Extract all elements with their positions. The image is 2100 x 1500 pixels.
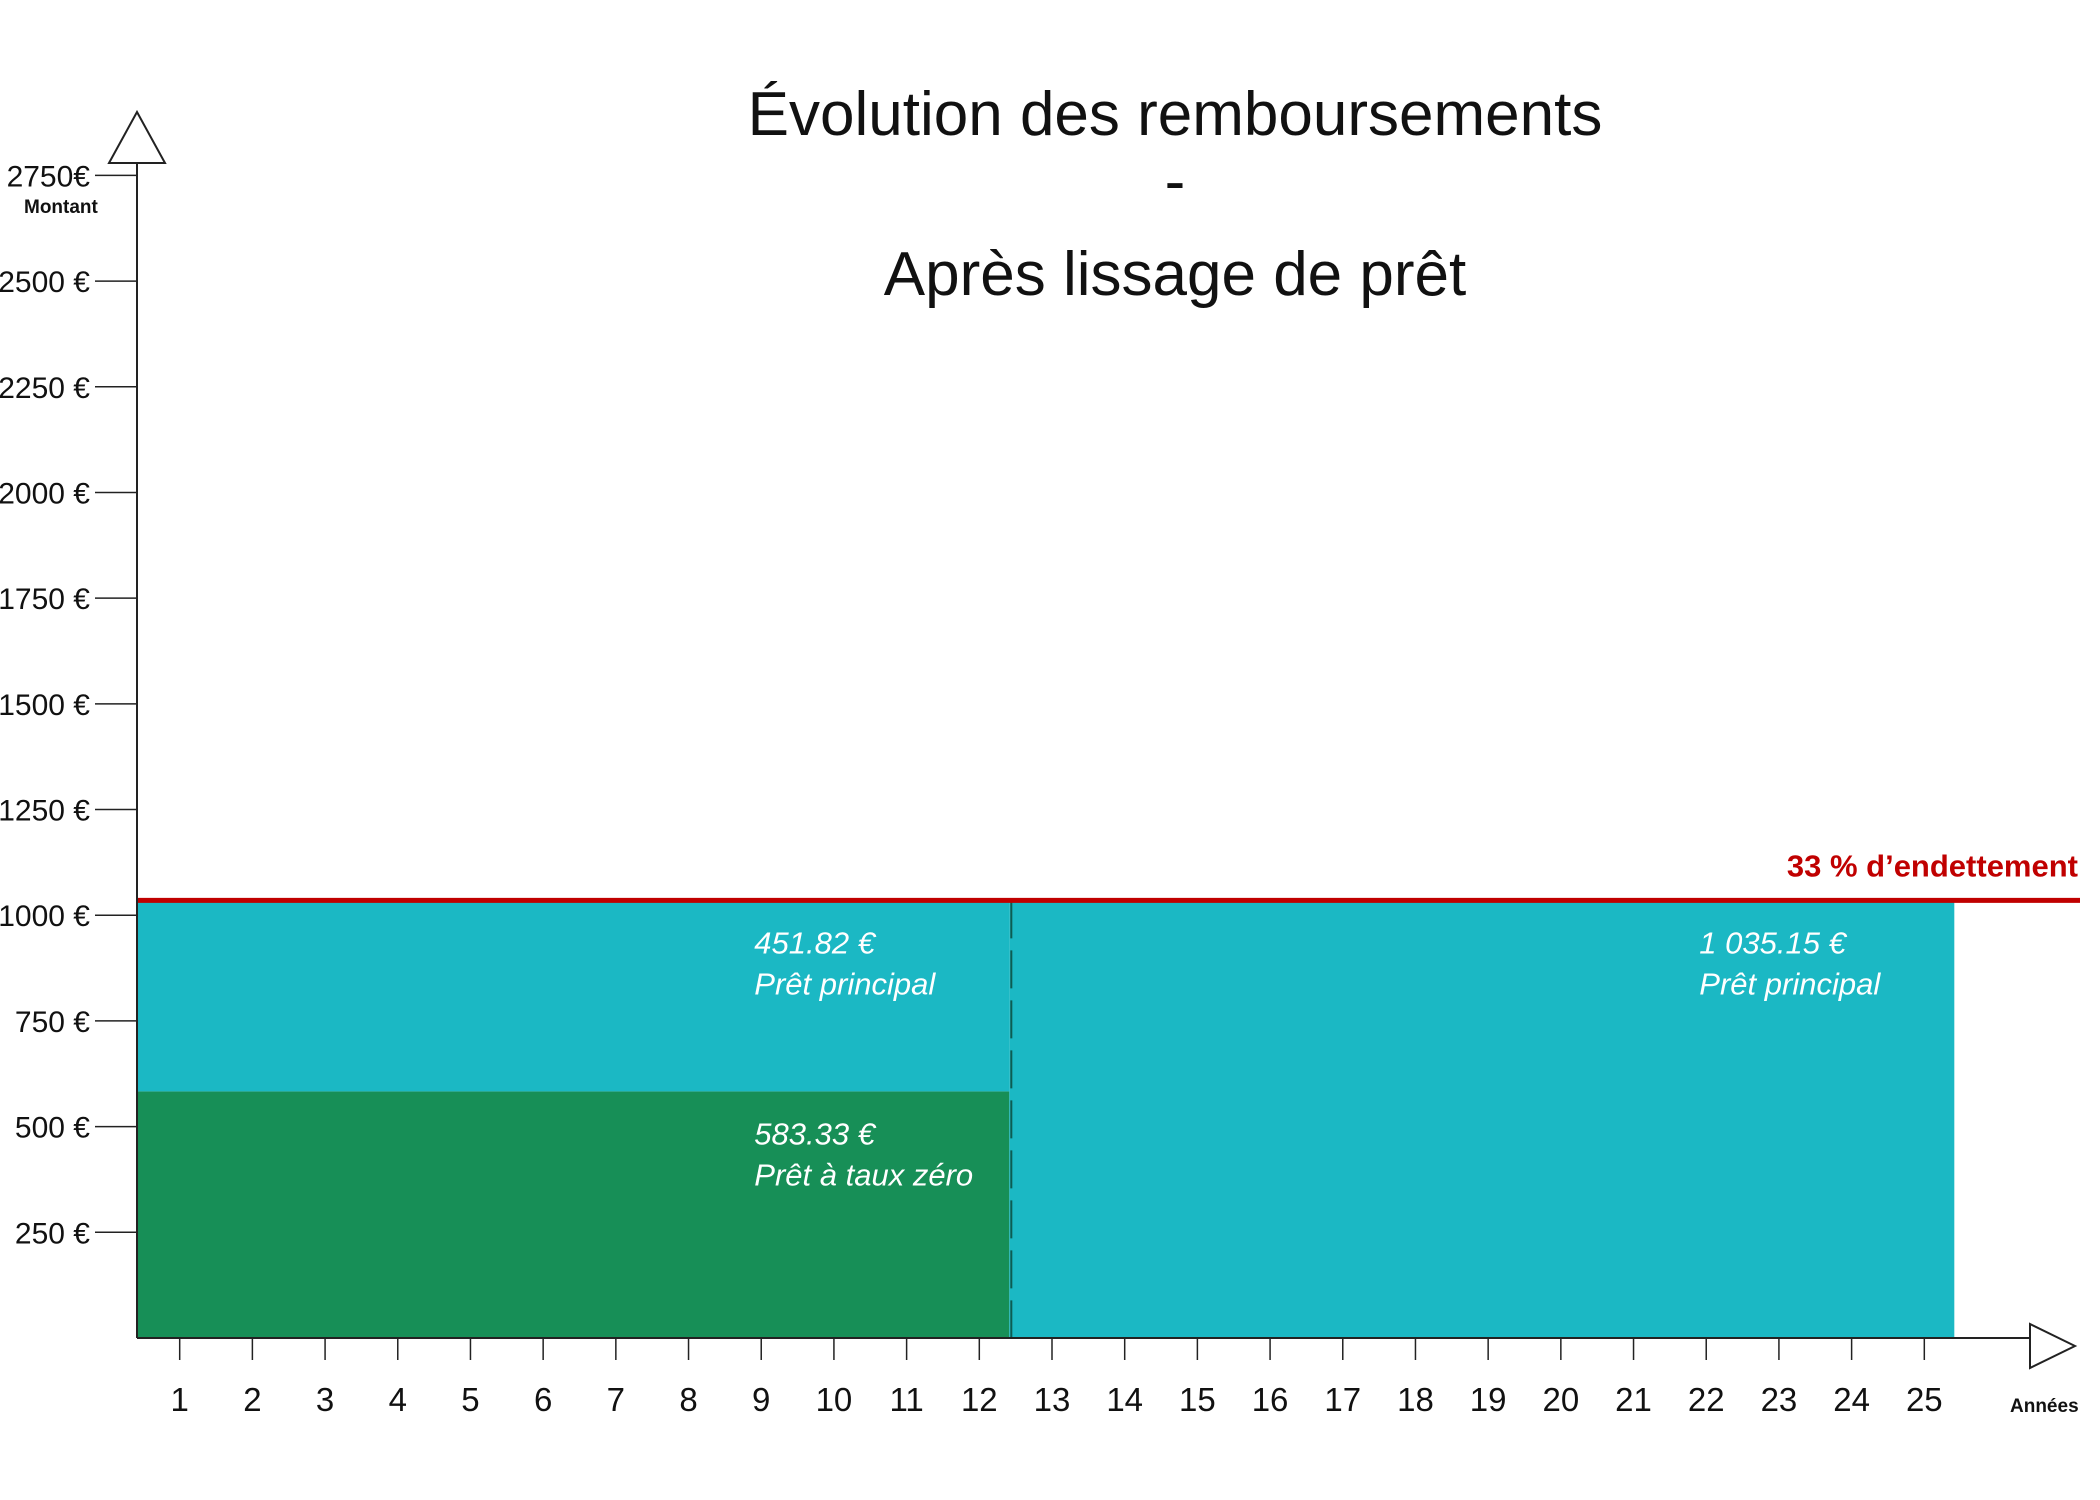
axes: Montant Années: [24, 109, 2079, 1417]
y-tick-label-8: 2000 €: [0, 477, 90, 510]
x-tick-label-2: 2: [243, 1381, 261, 1418]
x-tick-label-19: 19: [1470, 1381, 1507, 1418]
bar-segment-3: [1009, 900, 1955, 1338]
threshold-label: 33 % d’endettement: [1787, 848, 2078, 883]
x-tick-label-10: 10: [816, 1381, 853, 1418]
x-tick-label-6: 6: [534, 1381, 552, 1418]
x-tick-label-17: 17: [1324, 1381, 1361, 1418]
x-tick-label-16: 16: [1252, 1381, 1289, 1418]
x-tick-label-22: 22: [1688, 1381, 1725, 1418]
segment-value-label-1: 583.33 €: [754, 1116, 876, 1151]
segment-name-label-2: Prêt principal: [754, 966, 936, 1001]
y-tick-label-5: 1250 €: [0, 795, 90, 828]
x-tick-label-3: 3: [316, 1381, 334, 1418]
y-tick-label-11: 2750€: [7, 160, 91, 193]
x-tick-label-1: 1: [171, 1381, 189, 1418]
chart-title: Évolution des remboursements - Après lis…: [748, 80, 1603, 309]
y-tick-label-3: 750 €: [15, 1006, 90, 1039]
x-tick-label-23: 23: [1761, 1381, 1798, 1418]
x-tick-label-11: 11: [889, 1381, 923, 1418]
x-axis-arrow-icon: [2029, 1322, 2078, 1370]
x-tick-label-24: 24: [1833, 1381, 1870, 1418]
x-tick-label-20: 20: [1542, 1381, 1579, 1418]
bar-segments: [137, 900, 1955, 1338]
chart-title-line-1: Évolution des remboursements: [748, 80, 1603, 149]
segment-value-label-3: 1 035.15 €: [1699, 925, 1847, 960]
x-tick-label-12: 12: [961, 1381, 998, 1418]
y-axis-title: Montant: [24, 197, 99, 218]
x-tick-label-9: 9: [752, 1381, 770, 1418]
x-tick-label-5: 5: [461, 1381, 479, 1418]
y-axis-arrow-icon: [107, 109, 167, 164]
segment-name-label-3: Prêt principal: [1699, 966, 1881, 1001]
bar-segment-1: [137, 1091, 1010, 1338]
bar-segment-2: [137, 900, 1010, 1092]
segment-value-label-2: 451.82 €: [754, 925, 876, 960]
x-tick-label-15: 15: [1179, 1381, 1216, 1418]
y-tick-label-7: 1750 €: [0, 583, 90, 616]
y-tick-label-4: 1000 €: [0, 900, 90, 933]
x-tick-label-8: 8: [679, 1381, 697, 1418]
y-tick-label-10: 2500 €: [0, 266, 90, 299]
x-tick-label-21: 21: [1615, 1381, 1652, 1418]
y-ticks: 250 € 500 € 750 € 1000 € 1250 € 1500 € 1750 € 2…: [0, 160, 137, 1250]
chart-title-line-2: -: [1165, 147, 1186, 216]
x-tick-label-13: 13: [1034, 1381, 1071, 1418]
segment-name-label-1: Prêt à taux zéro: [754, 1157, 973, 1192]
chart-title-line-3: Après lissage de prêt: [884, 240, 1466, 309]
threshold-group: 33 % d’endettement: [137, 848, 2080, 903]
y-tick-label-1: 250 €: [15, 1217, 90, 1250]
x-tick-label-7: 7: [607, 1381, 625, 1418]
x-ticks: 1 2 3 4 5 6 7 8 9 10 11 12 13 14 15 16 17 18 19 20 21 22 23 24 2…: [171, 1338, 1943, 1418]
x-tick-label-25: 25: [1906, 1381, 1943, 1418]
x-tick-label-14: 14: [1106, 1381, 1143, 1418]
y-tick-label-9: 2250 €: [0, 372, 90, 405]
x-tick-label-18: 18: [1397, 1381, 1434, 1418]
segment-labels: 583.33 € Prêt à taux zéro 451.82 € Prêt pri…: [754, 925, 1881, 1192]
y-tick-label-2: 500 €: [15, 1112, 90, 1145]
y-tick-label-6: 1500 €: [0, 689, 90, 722]
x-tick-label-4: 4: [389, 1381, 407, 1418]
x-axis-title: Années: [2010, 1396, 2079, 1417]
